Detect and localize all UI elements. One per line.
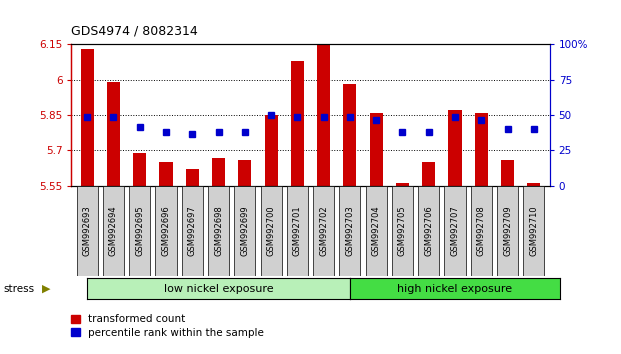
Text: GSM992708: GSM992708 <box>477 206 486 256</box>
Text: GSM992693: GSM992693 <box>83 206 92 256</box>
Bar <box>474 113 488 186</box>
Text: GSM992695: GSM992695 <box>135 206 144 256</box>
Text: GSM992709: GSM992709 <box>503 206 512 256</box>
Bar <box>265 115 278 186</box>
Text: GSM992694: GSM992694 <box>109 206 118 256</box>
Bar <box>340 186 360 276</box>
Bar <box>76 186 97 276</box>
Bar <box>129 186 150 276</box>
Text: ▶: ▶ <box>42 284 50 293</box>
Text: GSM992700: GSM992700 <box>266 206 276 256</box>
Text: GSM992706: GSM992706 <box>424 206 433 256</box>
Bar <box>261 186 281 276</box>
Text: GSM992705: GSM992705 <box>398 206 407 256</box>
Bar <box>103 186 124 276</box>
Bar <box>527 183 540 186</box>
Bar <box>160 162 173 186</box>
Text: stress: stress <box>3 284 34 293</box>
Bar <box>369 113 383 186</box>
Bar <box>107 82 120 186</box>
Bar <box>366 186 387 276</box>
Bar <box>182 186 203 276</box>
Bar <box>238 160 252 186</box>
Bar <box>448 110 461 186</box>
Bar <box>186 169 199 186</box>
Bar <box>234 186 255 276</box>
Bar <box>317 44 330 186</box>
Bar <box>343 84 356 186</box>
Bar <box>471 186 492 276</box>
Bar <box>212 158 225 186</box>
Bar <box>497 186 518 276</box>
Text: GSM992697: GSM992697 <box>188 206 197 256</box>
Text: GDS4974 / 8082314: GDS4974 / 8082314 <box>71 24 198 37</box>
Bar <box>155 186 176 276</box>
Bar <box>418 186 439 276</box>
Text: GSM992710: GSM992710 <box>529 206 538 256</box>
Text: GSM992703: GSM992703 <box>345 206 355 256</box>
Bar <box>501 160 514 186</box>
Legend: transformed count, percentile rank within the sample: transformed count, percentile rank withi… <box>67 310 268 342</box>
Text: GSM992707: GSM992707 <box>450 206 460 256</box>
Bar <box>133 153 147 186</box>
Text: GSM992698: GSM992698 <box>214 206 223 256</box>
Bar <box>287 186 308 276</box>
Bar <box>445 186 466 276</box>
Text: low nickel exposure: low nickel exposure <box>164 284 273 293</box>
Bar <box>422 162 435 186</box>
Bar <box>291 61 304 186</box>
Bar <box>392 186 413 276</box>
Text: GSM992699: GSM992699 <box>240 206 249 256</box>
Text: GSM992704: GSM992704 <box>372 206 381 256</box>
Bar <box>81 49 94 186</box>
Text: high nickel exposure: high nickel exposure <box>397 284 512 293</box>
Bar <box>396 183 409 186</box>
Bar <box>208 186 229 276</box>
Text: GSM992701: GSM992701 <box>293 206 302 256</box>
Bar <box>313 186 334 276</box>
Text: GSM992702: GSM992702 <box>319 206 328 256</box>
Bar <box>524 186 545 276</box>
Text: GSM992696: GSM992696 <box>161 206 171 256</box>
